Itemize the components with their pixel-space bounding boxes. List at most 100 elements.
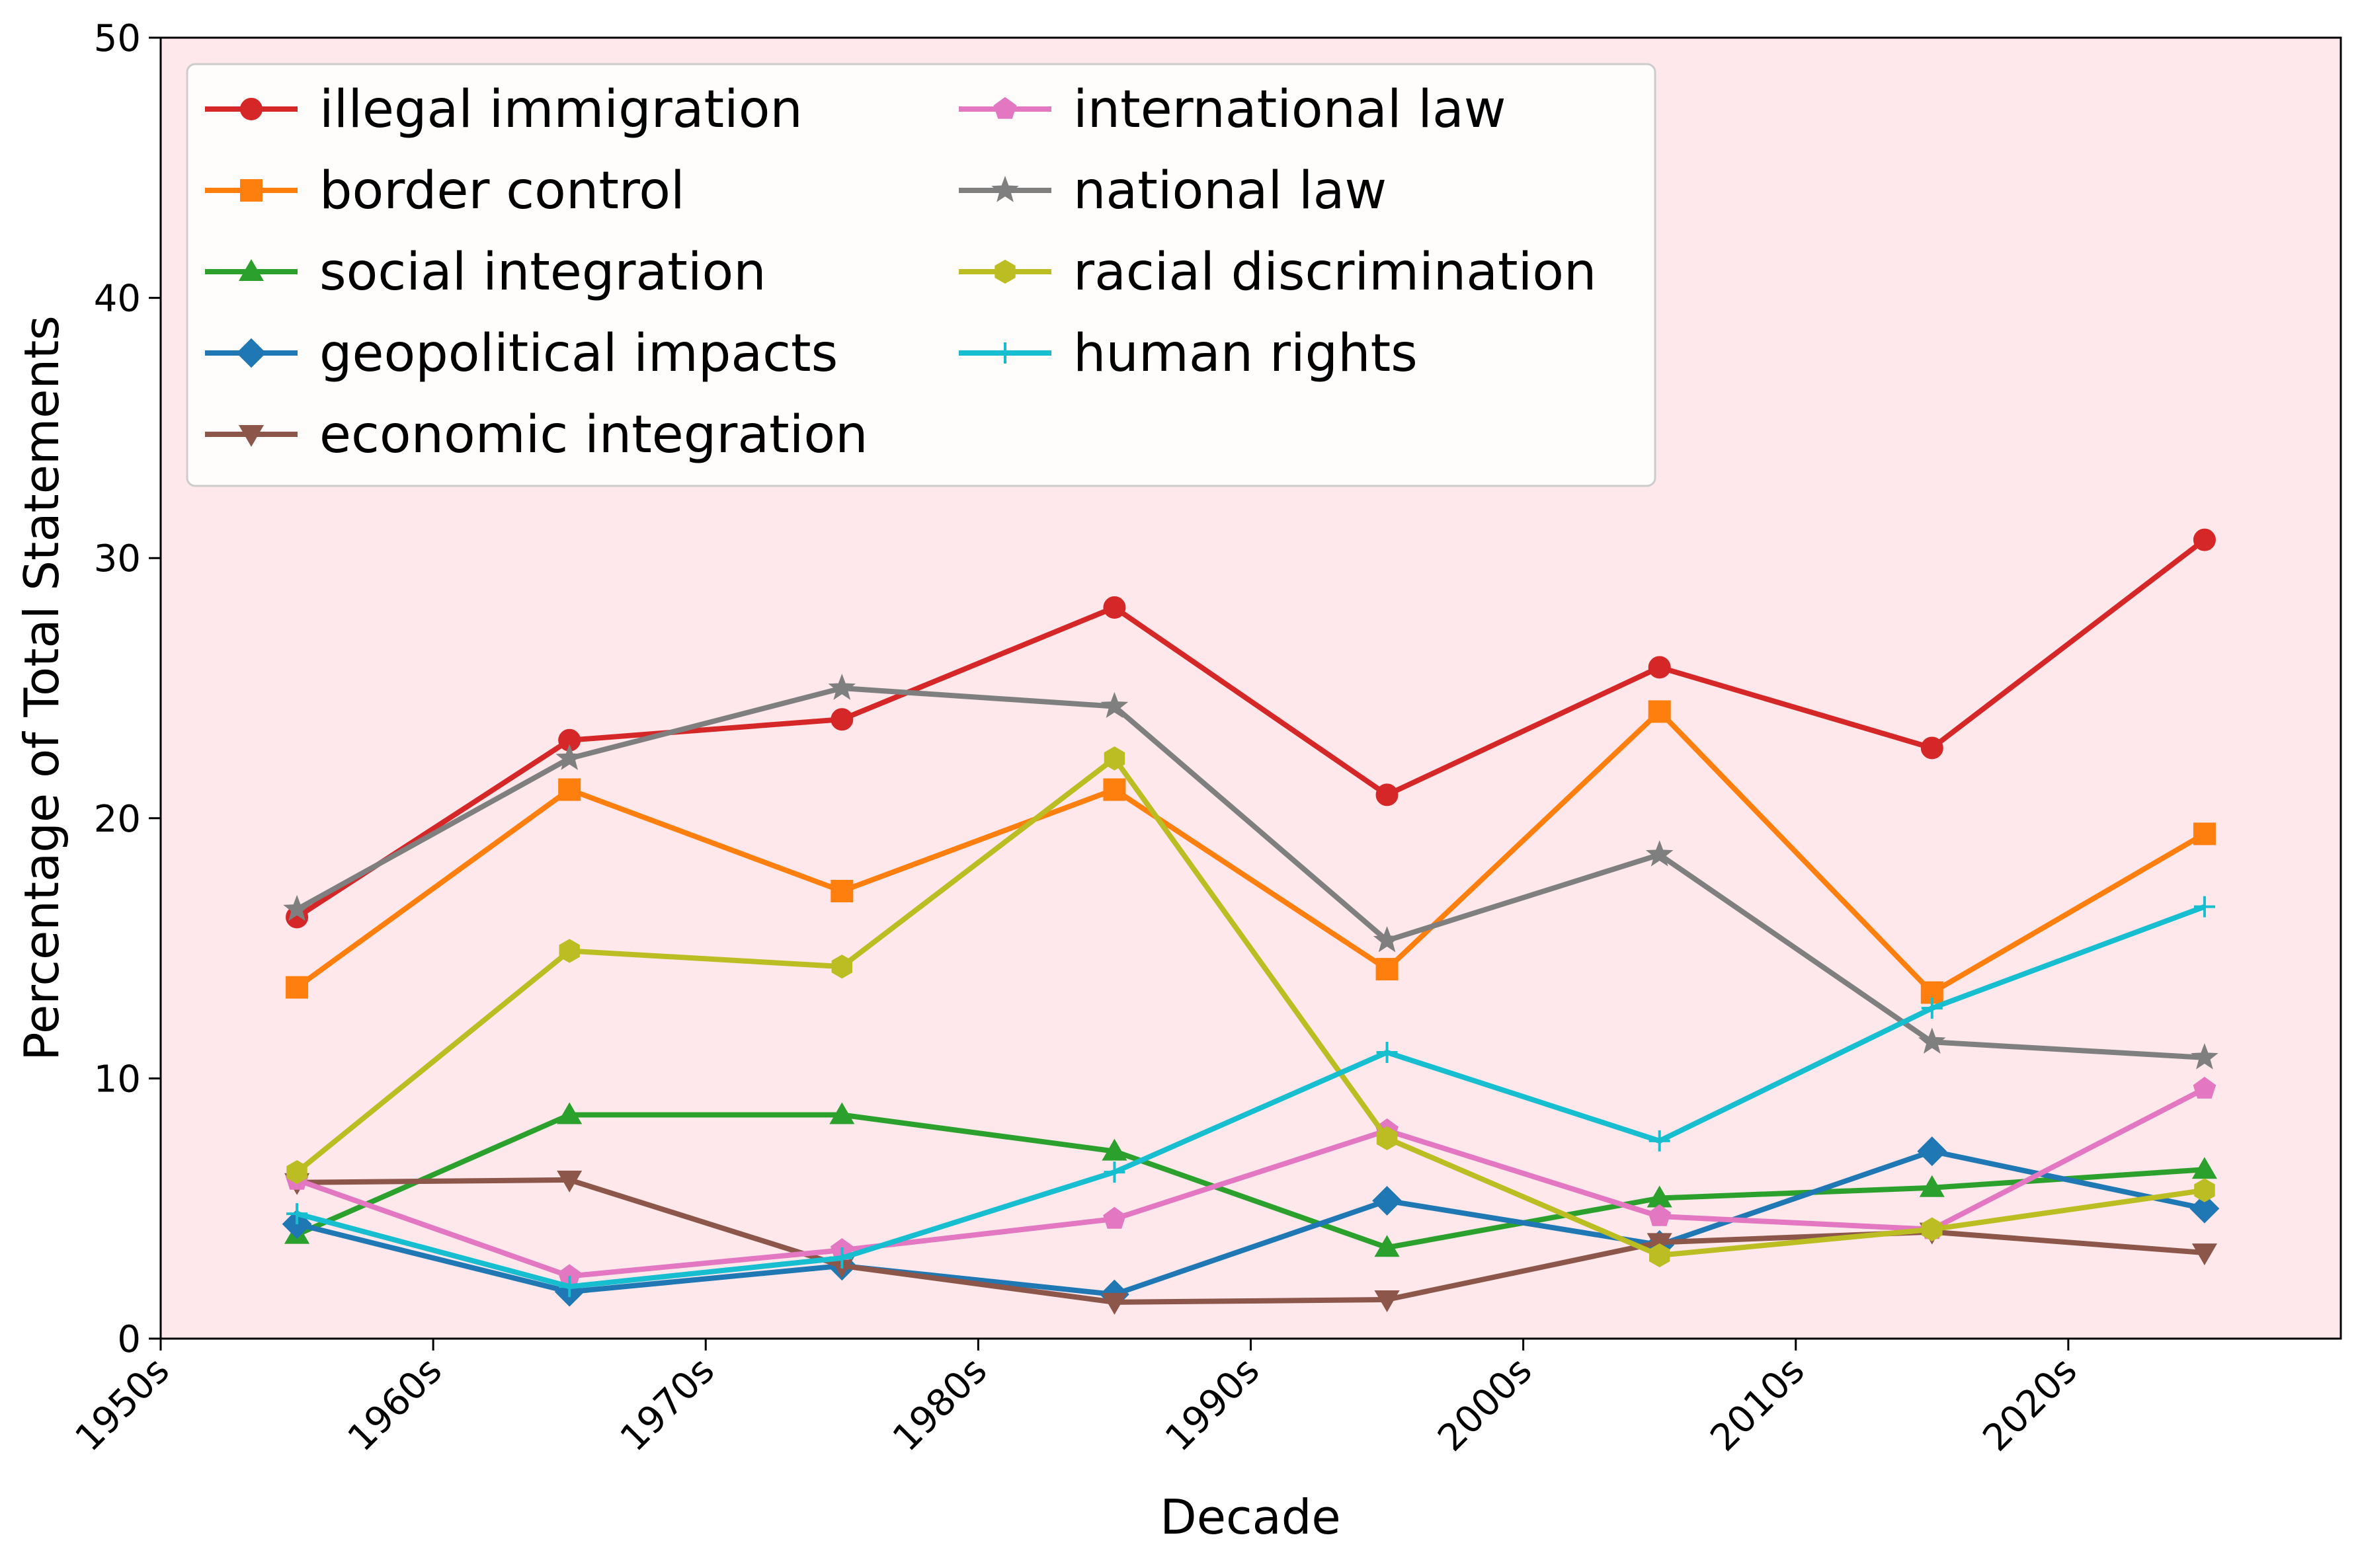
data-point-social-integration [2191,1157,2218,1179]
legend-swatch-marker [238,425,264,448]
data-point-racial-discrimination [1376,1126,1398,1151]
data-point-human-rights [1376,1042,1398,1064]
y-axis-label: Percentage of Total Statements [14,315,69,1061]
data-point-economic-integration [1374,1290,1400,1312]
legend-item-international-law: international law [959,80,1506,139]
series-border-control [286,700,2216,1004]
data-point-economic-integration [2191,1243,2218,1266]
data-point-human-rights [2193,896,2215,918]
series-line-human-rights [296,904,2206,1290]
data-point-national-law [1645,840,1674,867]
series-line-illegal-immigration [295,537,2207,920]
data-point-social-integration [1374,1235,1400,1257]
data-point-international-law [1648,1204,1672,1226]
series-national-law [283,674,2218,1070]
data-point-geopolitical-impacts [1372,1185,1403,1216]
y-tick-label: 20 [94,798,141,841]
data-point-border-control [2193,822,2216,845]
data-point-racial-discrimination [2194,1178,2215,1202]
data-point-human-rights [1648,1130,1670,1152]
y-tick-label: 10 [94,1058,141,1101]
legend-frame [186,63,1656,487]
series-line-national-law [296,686,2205,1060]
data-point-illegal-immigration [1103,596,1126,619]
data-point-economic-integration [1102,1292,1127,1315]
legend-swatch-marker [240,179,263,202]
series-line-geopolitical-impacts [296,1148,2205,1298]
data-point-racial-discrimination [831,955,852,979]
data-point-geopolitical-impacts [1917,1136,1947,1167]
data-point-border-control [558,778,581,801]
data-point-border-control [831,880,854,903]
x-axis-label: Decade [1160,1489,1340,1545]
series-racial-discrimination [286,746,2215,1268]
legend-swatch-marker [995,342,1016,364]
data-point-illegal-immigration [2193,528,2216,551]
data-point-racial-discrimination [286,1159,307,1185]
x-tick-label: 1980s [885,1349,995,1460]
x-axis: 1950s 1960s 1970s 1980s 1990s 2000s 2010s 2020s [67,1339,2086,1460]
legend-swatch-marker [995,259,1016,284]
data-point-human-rights [286,1203,308,1225]
data-point-international-law [1103,1206,1126,1229]
data-point-border-control [1920,981,1943,1004]
legend-item-human-rights: human rights [959,324,1418,383]
data-point-national-law [828,674,856,700]
legend-label: human rights [1073,324,1418,383]
data-point-border-control [1103,778,1126,801]
x-tick-label: 1970s [612,1349,723,1460]
series-line-social-integration [296,1112,2205,1251]
data-point-social-integration [1919,1175,1945,1197]
data-point-social-integration [1102,1138,1127,1161]
legend-item-illegal-immigration: illegal immigration [205,80,803,139]
legend-label: national law [1073,161,1387,221]
legend-item-social-integration: social integration [205,243,766,302]
data-point-national-law [2191,1043,2218,1070]
data-point-racial-discrimination [1922,1217,1943,1241]
y-axis: 0 10 20 30 40 50 [94,17,161,1361]
legend-label: racial discrimination [1073,243,1596,302]
legend-item-economic-integration: economic integration [205,405,868,465]
data-point-social-integration [557,1102,583,1124]
series-line-border-control [295,709,2206,996]
data-point-national-law [283,894,311,921]
plot-area-frame [159,36,2342,1340]
legend-item-geopolitical-impacts: geopolitical impacts [205,324,838,383]
legend-label: geopolitical impacts [319,324,838,383]
data-point-human-rights [1921,998,1943,1019]
x-tick-label: 2000s [1430,1349,1540,1460]
legend: illegal immigration border control social … [186,63,1656,487]
legend-swatch-marker [993,97,1017,119]
data-point-human-rights [559,1276,581,1298]
legend-swatch-marker [240,98,263,120]
legend-swatch-marker [236,338,266,368]
data-point-national-law [555,744,584,770]
data-point-racial-discrimination [1649,1243,1670,1268]
series-layer [282,528,2220,1315]
data-point-racial-discrimination [559,939,580,963]
x-tick-label: 2010s [1702,1349,1812,1460]
legend-item-national-law: national law [959,161,1387,221]
data-point-border-control [1375,958,1399,981]
series-line-racial-discrimination [295,756,2205,1258]
series-human-rights [286,896,2215,1298]
x-tick-label: 1990s [1157,1349,1268,1460]
data-point-illegal-immigration [1375,783,1399,806]
data-point-international-law [2193,1076,2216,1099]
legend-item-racial-discrimination: racial discrimination [959,243,1596,302]
data-point-border-control [286,976,309,999]
legend-label: social integration [319,243,766,302]
data-point-national-law [1373,925,1401,953]
data-point-national-law [1100,691,1129,719]
legend-label: international law [1073,80,1506,139]
data-point-racial-discrimination [1104,746,1125,771]
data-point-economic-integration [557,1170,583,1193]
legend-swatch-marker [991,176,1019,202]
data-point-human-rights [831,1247,853,1269]
data-point-national-law [1918,1027,1946,1054]
data-point-geopolitical-impacts [2189,1193,2220,1224]
y-tick-label: 50 [94,17,141,60]
y-tick-label: 0 [117,1318,141,1361]
legend-label: border control [319,161,685,221]
